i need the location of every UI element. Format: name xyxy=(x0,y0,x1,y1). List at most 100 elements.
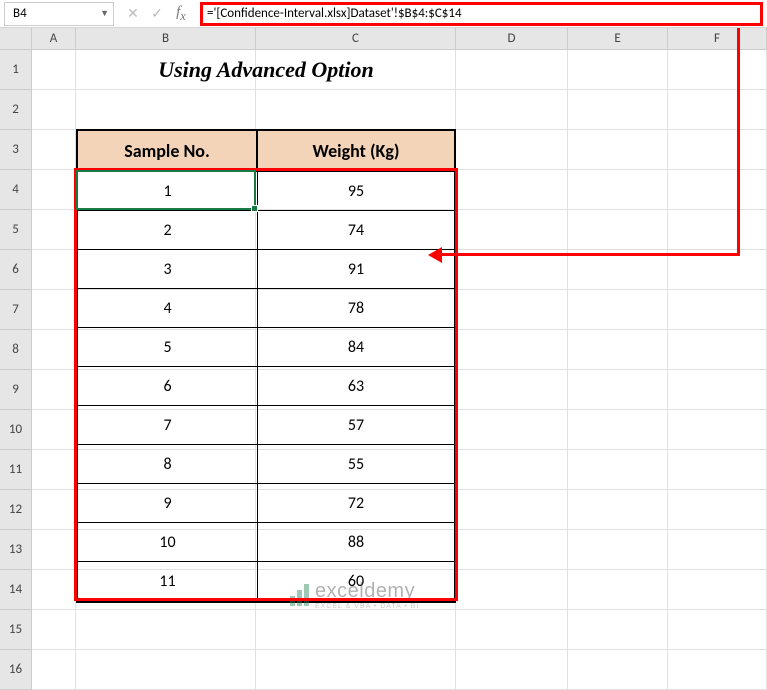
cell[interactable] xyxy=(668,530,767,570)
cell[interactable] xyxy=(76,610,256,650)
cell[interactable] xyxy=(568,50,668,90)
cell-sample-no[interactable]: 10 xyxy=(78,523,258,561)
cell[interactable] xyxy=(32,490,76,530)
row-header[interactable]: 11 xyxy=(0,450,32,490)
cell[interactable] xyxy=(668,210,767,250)
cell[interactable] xyxy=(456,130,568,170)
cell-sample-no[interactable]: 9 xyxy=(78,484,258,522)
cell-weight[interactable]: 95 xyxy=(258,172,454,210)
cell[interactable] xyxy=(456,650,568,690)
cell[interactable] xyxy=(32,330,76,370)
cell[interactable] xyxy=(32,90,76,130)
cell[interactable] xyxy=(256,650,456,690)
cell[interactable] xyxy=(668,370,767,410)
cell[interactable] xyxy=(668,170,767,210)
cell[interactable] xyxy=(456,290,568,330)
cell-sample-no[interactable]: 2 xyxy=(78,211,258,249)
cell[interactable] xyxy=(76,90,256,130)
cell[interactable] xyxy=(256,610,456,650)
cell[interactable] xyxy=(668,610,767,650)
cell[interactable] xyxy=(456,50,568,90)
cell[interactable] xyxy=(668,450,767,490)
cell-sample-no[interactable]: 11 xyxy=(78,562,258,601)
cell[interactable] xyxy=(668,50,767,90)
cell[interactable] xyxy=(568,170,668,210)
cell[interactable] xyxy=(568,90,668,130)
row-header[interactable]: 14 xyxy=(0,570,32,610)
cell[interactable] xyxy=(568,410,668,450)
cell[interactable] xyxy=(32,570,76,610)
cell[interactable] xyxy=(32,130,76,170)
row-header[interactable]: 3 xyxy=(0,130,32,170)
cell[interactable] xyxy=(456,250,568,290)
cell[interactable] xyxy=(568,450,668,490)
row-header[interactable]: 16 xyxy=(0,650,32,690)
column-header[interactable]: A xyxy=(32,28,76,49)
cell[interactable] xyxy=(32,450,76,490)
row-header[interactable]: 9 xyxy=(0,370,32,410)
cell[interactable] xyxy=(32,650,76,690)
row-header[interactable]: 4 xyxy=(0,170,32,210)
cell[interactable] xyxy=(668,330,767,370)
cell-sample-no[interactable]: 7 xyxy=(78,406,258,444)
column-header[interactable]: B xyxy=(76,28,256,49)
fx-icon[interactable]: fx xyxy=(170,3,192,25)
cell-weight[interactable]: 63 xyxy=(258,367,454,405)
cell[interactable] xyxy=(568,210,668,250)
row-header[interactable]: 6 xyxy=(0,250,32,290)
cell[interactable] xyxy=(668,290,767,330)
cell-weight[interactable]: 88 xyxy=(258,523,454,561)
cell[interactable] xyxy=(568,290,668,330)
cell[interactable] xyxy=(456,610,568,650)
formula-input[interactable]: ='[Confidence-Interval.xlsx]Dataset'!$B$… xyxy=(200,2,763,26)
cell-weight[interactable]: 74 xyxy=(258,211,454,249)
cell[interactable] xyxy=(568,650,668,690)
cell[interactable] xyxy=(32,50,76,90)
cell[interactable] xyxy=(668,90,767,130)
row-header[interactable]: 7 xyxy=(0,290,32,330)
cell-weight[interactable]: 84 xyxy=(258,328,454,366)
cell[interactable] xyxy=(456,530,568,570)
cell-sample-no[interactable]: 5 xyxy=(78,328,258,366)
row-header[interactable]: 15 xyxy=(0,610,32,650)
cell[interactable] xyxy=(456,370,568,410)
cell[interactable] xyxy=(668,130,767,170)
cell[interactable] xyxy=(568,610,668,650)
row-header[interactable]: 10 xyxy=(0,410,32,450)
cell[interactable] xyxy=(568,330,668,370)
cancel-icon[interactable]: ✕ xyxy=(122,3,144,25)
cell[interactable] xyxy=(568,250,668,290)
cell-sample-no[interactable]: 1 xyxy=(78,172,258,210)
cell-weight[interactable]: 78 xyxy=(258,289,454,327)
select-all-corner[interactable] xyxy=(0,28,32,49)
row-header[interactable]: 5 xyxy=(0,210,32,250)
column-header[interactable]: F xyxy=(668,28,767,49)
row-header[interactable]: 2 xyxy=(0,90,32,130)
cell[interactable] xyxy=(668,650,767,690)
cell[interactable] xyxy=(456,450,568,490)
cell[interactable] xyxy=(32,610,76,650)
cell[interactable] xyxy=(32,210,76,250)
cell-weight[interactable]: 57 xyxy=(258,406,454,444)
row-header[interactable]: 1 xyxy=(0,50,32,90)
enter-icon[interactable]: ✓ xyxy=(146,3,168,25)
cell[interactable] xyxy=(568,570,668,610)
cell[interactable] xyxy=(456,410,568,450)
cell[interactable] xyxy=(32,170,76,210)
row-header[interactable]: 12 xyxy=(0,490,32,530)
cell[interactable] xyxy=(76,650,256,690)
cell-weight[interactable]: 55 xyxy=(258,445,454,483)
cell[interactable] xyxy=(668,490,767,530)
cell[interactable] xyxy=(32,410,76,450)
cell-sample-no[interactable]: 4 xyxy=(78,289,258,327)
row-header[interactable]: 8 xyxy=(0,330,32,370)
cell[interactable] xyxy=(32,290,76,330)
cell[interactable] xyxy=(668,570,767,610)
cell[interactable] xyxy=(32,370,76,410)
cell-sample-no[interactable]: 6 xyxy=(78,367,258,405)
cell[interactable] xyxy=(456,570,568,610)
cell[interactable] xyxy=(256,90,456,130)
cell-sample-no[interactable]: 8 xyxy=(78,445,258,483)
cell[interactable] xyxy=(456,170,568,210)
cell-sample-no[interactable]: 3 xyxy=(78,250,258,288)
